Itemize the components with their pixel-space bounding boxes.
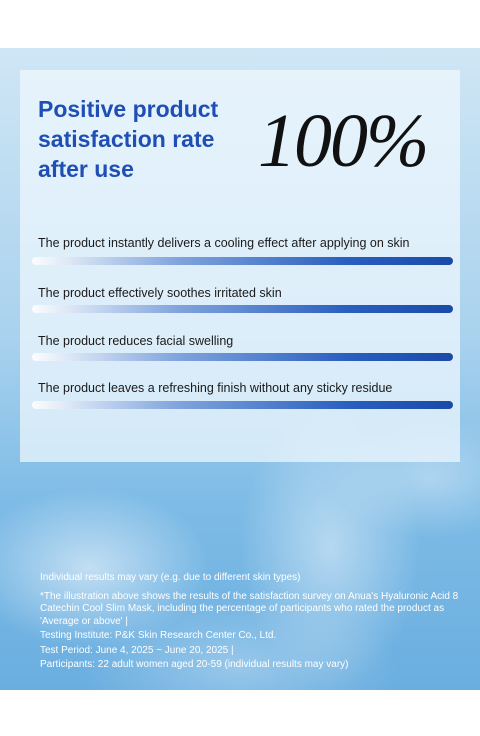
- statement: The product effectively soothes irritate…: [38, 286, 282, 300]
- title-line: Positive product: [38, 96, 219, 122]
- title: Positive product satisfaction rate after…: [38, 94, 218, 184]
- note: Testing Institute: P&K Skin Research Cen…: [40, 630, 277, 641]
- title-line: after use: [38, 156, 134, 182]
- panel: [20, 70, 460, 462]
- bar: [32, 305, 453, 313]
- note: Test Period: June 4, 2025 ~ June 20, 202…: [40, 644, 234, 656]
- note: *The illustration above shows the result…: [40, 590, 459, 627]
- rate: 100%: [258, 99, 429, 183]
- bar: [32, 401, 453, 409]
- note: Participants: 22 adult women aged 20-59 …: [40, 659, 349, 670]
- bar: [32, 353, 453, 361]
- bar: [32, 257, 453, 265]
- statement: The product leaves a refreshing finish w…: [38, 381, 393, 395]
- statement: The product reduces facial swelling: [38, 334, 234, 348]
- footer: Individual results may vary (e.g. due to…: [40, 572, 480, 674]
- statement: The product instantly delivers a cooling…: [38, 236, 410, 250]
- note: Individual results may vary (e.g. due to…: [40, 572, 301, 583]
- title-line: satisfaction rate: [38, 126, 215, 152]
